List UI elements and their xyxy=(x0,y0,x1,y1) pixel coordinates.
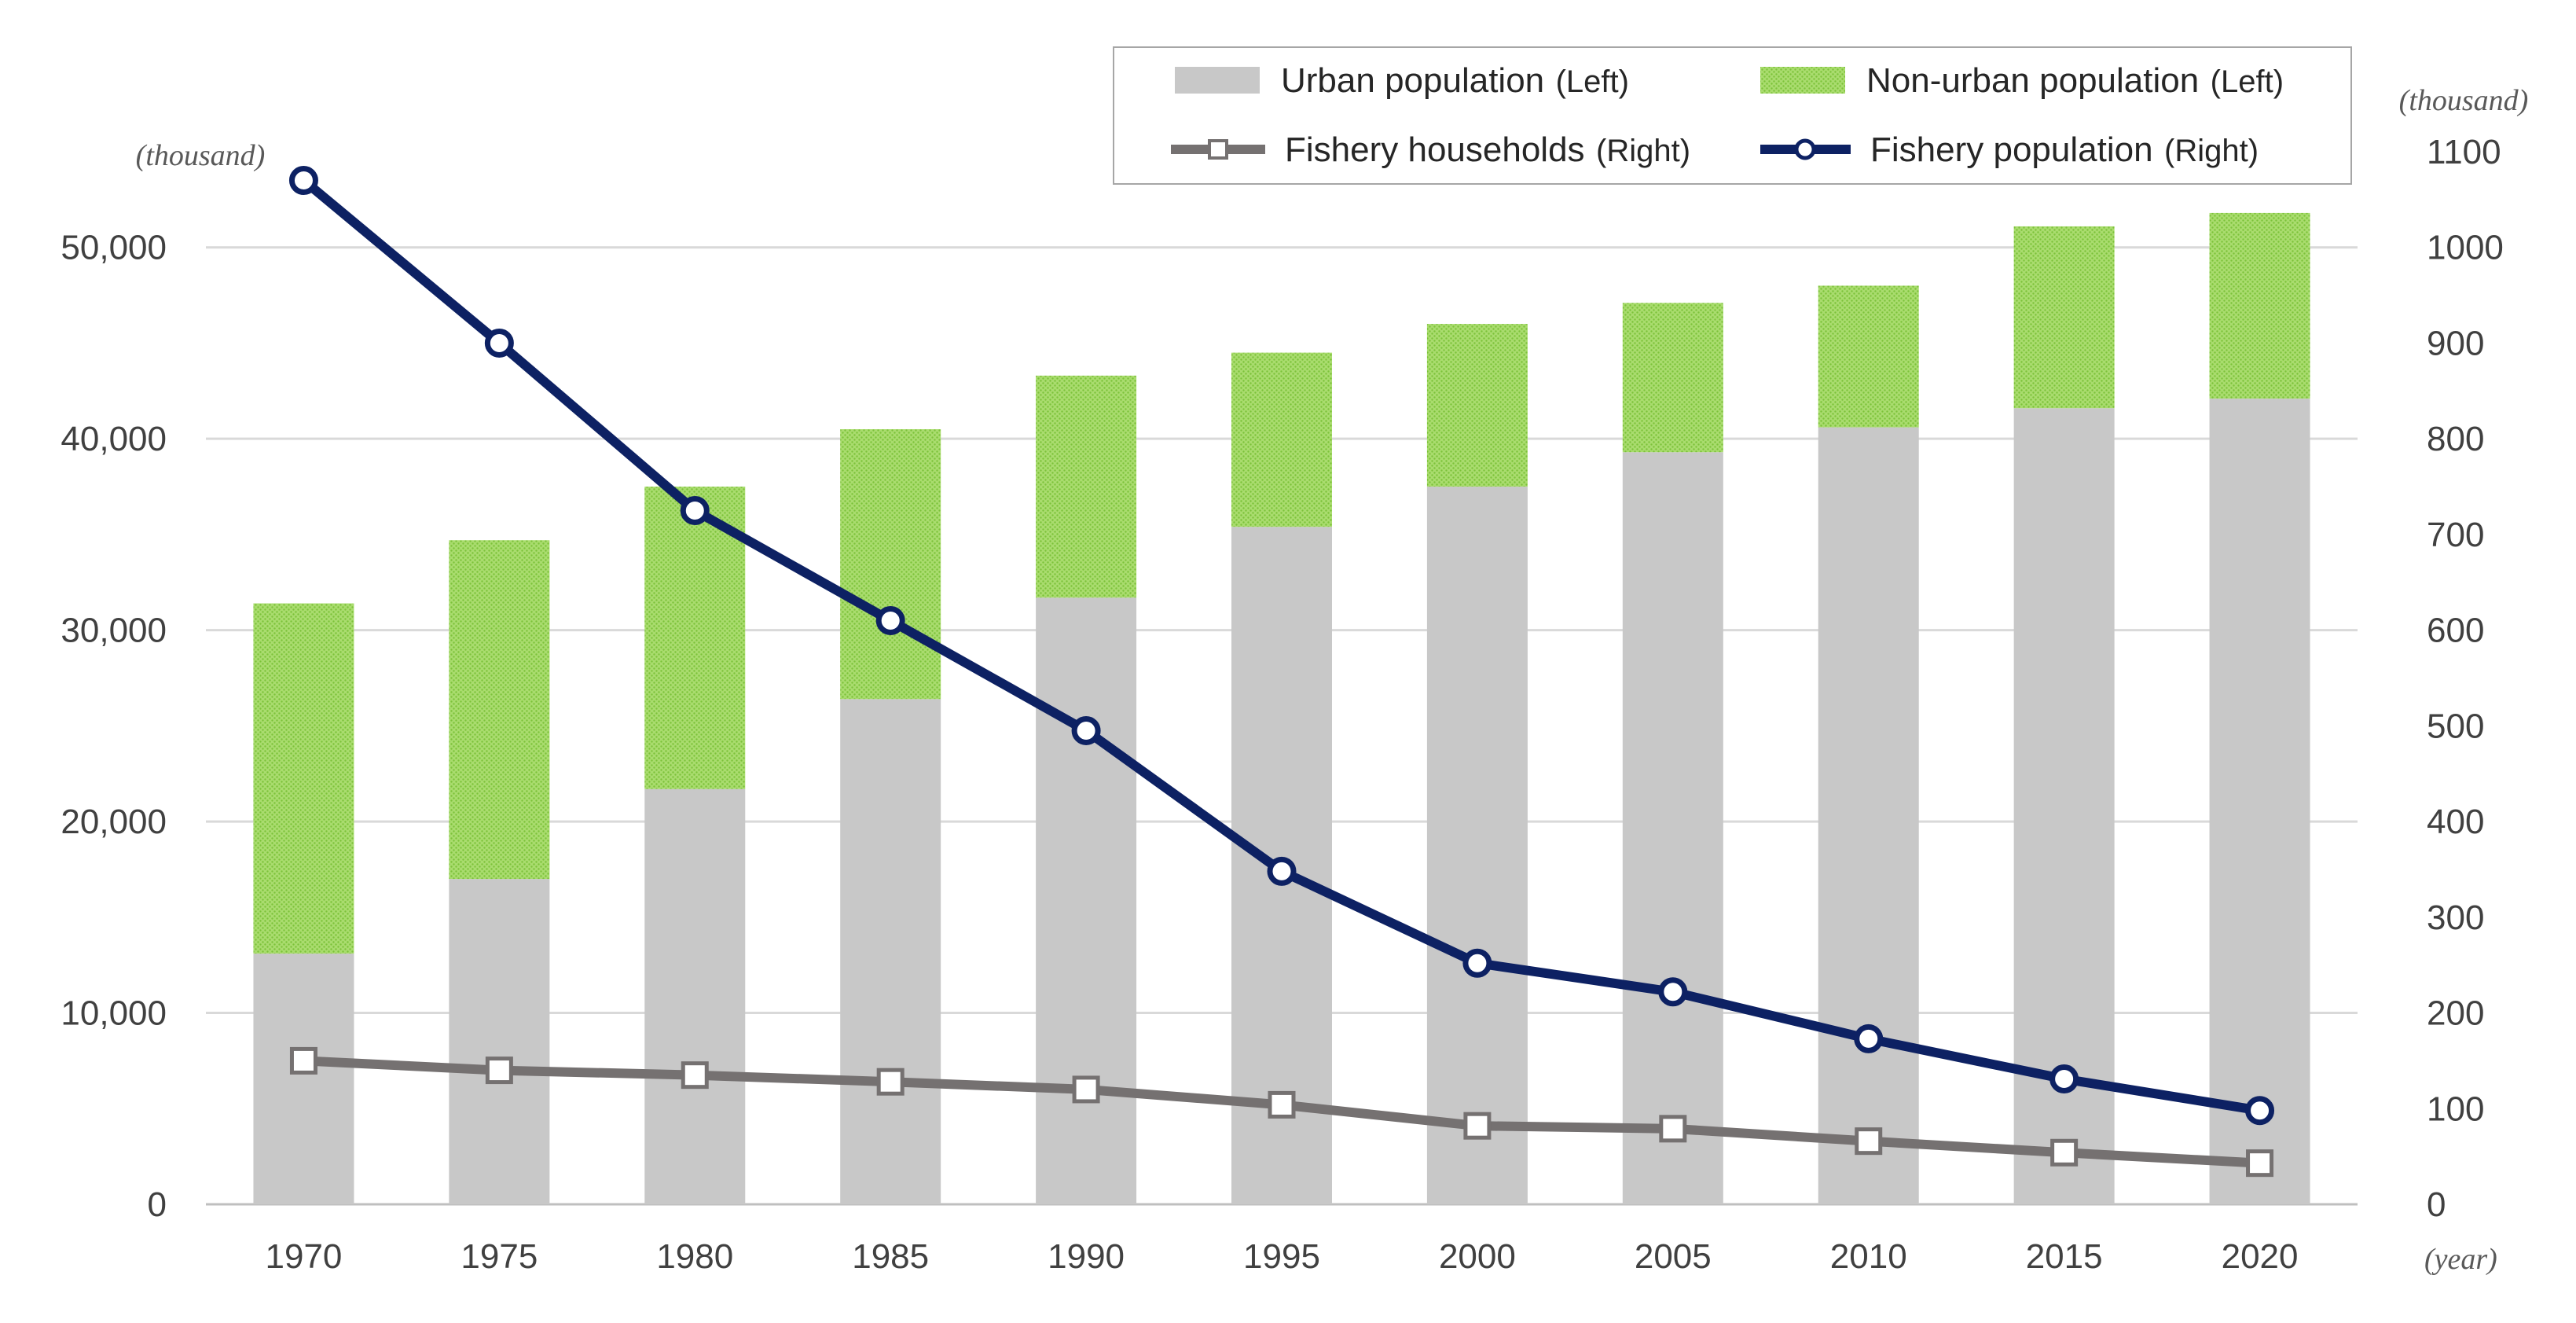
legend-marker-households xyxy=(1208,139,1228,160)
bar-nonurban-1985 xyxy=(840,429,941,700)
legend-swatch-urban xyxy=(1175,67,1260,94)
bar-urban-2020 xyxy=(2209,399,2310,1204)
right-tick-label: 700 xyxy=(2427,516,2484,554)
right-tick-label: 300 xyxy=(2427,899,2484,937)
left-axis-unit-label: (thousand) xyxy=(136,139,266,172)
left-tick-label: 0 xyxy=(148,1185,167,1224)
legend-tag-urban: (Left) xyxy=(1556,64,1629,99)
bar-nonurban-2010 xyxy=(1818,285,1919,428)
point-fishery-population-2015 xyxy=(2049,1064,2079,1094)
legend-label-households: Fishery households xyxy=(1285,130,1585,169)
point-fishery-population-1980 xyxy=(680,495,710,525)
point-households-1990 xyxy=(1072,1075,1100,1104)
right-tick-label: 500 xyxy=(2427,707,2484,745)
legend-tag-households: (Right) xyxy=(1596,134,1690,168)
right-tick-label: 900 xyxy=(2427,324,2484,362)
point-households-1970 xyxy=(289,1046,317,1075)
left-tick-label: 50,000 xyxy=(61,229,167,267)
right-tick-label: 400 xyxy=(2427,803,2484,841)
lines xyxy=(288,166,2275,1178)
right-axis-unit-label: (thousand) xyxy=(2399,84,2529,117)
left-tick-label: 10,000 xyxy=(61,994,167,1033)
point-fishery-population-1990 xyxy=(1071,715,1101,745)
x-tick-label: 2005 xyxy=(1635,1237,1712,1276)
point-households-2005 xyxy=(1659,1115,1687,1143)
bar-nonurban-2005 xyxy=(1622,303,1723,453)
x-tick-label: 2015 xyxy=(2026,1237,2103,1276)
legend-item-fishery-population: Fishery population (Right) xyxy=(1870,130,2259,169)
bar-nonurban-1995 xyxy=(1231,352,1332,527)
bar-nonurban-2020 xyxy=(2209,212,2310,399)
bar-urban-2005 xyxy=(1622,452,1723,1204)
bars xyxy=(253,212,2310,1204)
x-tick-label: 2020 xyxy=(2222,1237,2299,1276)
point-fishery-population-1975 xyxy=(484,328,514,358)
axes: 0 10,000 20,000 30,000 40,000 50,000 0 100 200 30… xyxy=(61,133,2503,1276)
bar-urban-1980 xyxy=(644,788,746,1204)
point-households-2010 xyxy=(1855,1127,1883,1156)
left-tick-label: 20,000 xyxy=(61,803,167,841)
point-households-1985 xyxy=(876,1068,905,1096)
point-households-1975 xyxy=(485,1057,513,1085)
x-tick-label: 1975 xyxy=(461,1237,538,1276)
point-fishery-population-1985 xyxy=(875,605,905,635)
legend-box xyxy=(1113,46,2352,185)
point-fishery-population-2010 xyxy=(1854,1023,1884,1053)
right-tick-label: 0 xyxy=(2427,1185,2446,1224)
legend-tag-fishery-population: (Right) xyxy=(2164,134,2259,168)
x-tick-label: 2010 xyxy=(1830,1237,1907,1276)
point-households-1980 xyxy=(681,1061,709,1090)
point-fishery-population-1970 xyxy=(288,166,318,196)
x-tick-label: 1985 xyxy=(852,1237,929,1276)
bar-nonurban-1970 xyxy=(253,603,354,954)
legend-swatch-nonurban xyxy=(1760,67,1845,94)
bar-urban-1975 xyxy=(449,879,550,1204)
point-fishery-population-1995 xyxy=(1267,856,1297,886)
right-tick-label: 200 xyxy=(2427,994,2484,1033)
left-tick-label: 30,000 xyxy=(61,612,167,650)
point-households-1995 xyxy=(1268,1090,1296,1119)
bar-nonurban-1980 xyxy=(644,487,746,789)
point-households-2015 xyxy=(2050,1138,2079,1167)
x-tick-label: 1980 xyxy=(656,1237,733,1276)
legend-tag-nonurban: (Left) xyxy=(2211,64,2284,99)
point-households-2000 xyxy=(1463,1112,1492,1140)
point-fishery-population-2005 xyxy=(1658,977,1688,1007)
bar-nonurban-1990 xyxy=(1036,375,1137,598)
x-tick-label: 1990 xyxy=(1048,1237,1125,1276)
left-tick-label: 40,000 xyxy=(61,420,167,458)
point-fishery-population-2000 xyxy=(1462,948,1492,978)
legend-label-fishery-population: Fishery population xyxy=(1870,130,2153,169)
right-tick-label: 1100 xyxy=(2427,133,2501,171)
legend: Urban population (Left) Non-urban popula… xyxy=(1113,46,2352,185)
right-tick-label: 600 xyxy=(2427,612,2484,650)
x-axis-unit-label: (year) xyxy=(2424,1243,2497,1276)
bar-urban-2000 xyxy=(1426,487,1528,1204)
x-tick-label: 1995 xyxy=(1243,1237,1320,1276)
legend-item-nonurban: Non-urban population (Left) xyxy=(1866,61,2284,100)
legend-marker-fishery-population xyxy=(1794,138,1816,160)
bar-urban-1970 xyxy=(253,954,354,1204)
legend-label-nonurban: Non-urban population xyxy=(1866,61,2199,100)
bar-nonurban-2000 xyxy=(1426,324,1528,487)
right-tick-label: 1000 xyxy=(2427,229,2504,267)
bar-urban-1985 xyxy=(840,699,941,1204)
x-tick-label: 2000 xyxy=(1439,1237,1516,1276)
bar-urban-2010 xyxy=(1818,427,1919,1204)
legend-item-urban: Urban population (Left) xyxy=(1281,61,1629,100)
right-tick-label: 800 xyxy=(2427,420,2484,458)
legend-label-urban: Urban population xyxy=(1281,61,1544,100)
point-fishery-population-2020 xyxy=(2245,1096,2275,1126)
right-tick-label: 100 xyxy=(2427,1090,2484,1128)
x-tick-label: 1970 xyxy=(266,1237,343,1276)
bar-urban-1990 xyxy=(1036,597,1137,1204)
point-households-2020 xyxy=(2246,1149,2274,1178)
bar-nonurban-1975 xyxy=(449,540,550,880)
bar-nonurban-2015 xyxy=(2013,226,2115,409)
legend-item-households: Fishery households (Right) xyxy=(1285,130,1690,169)
